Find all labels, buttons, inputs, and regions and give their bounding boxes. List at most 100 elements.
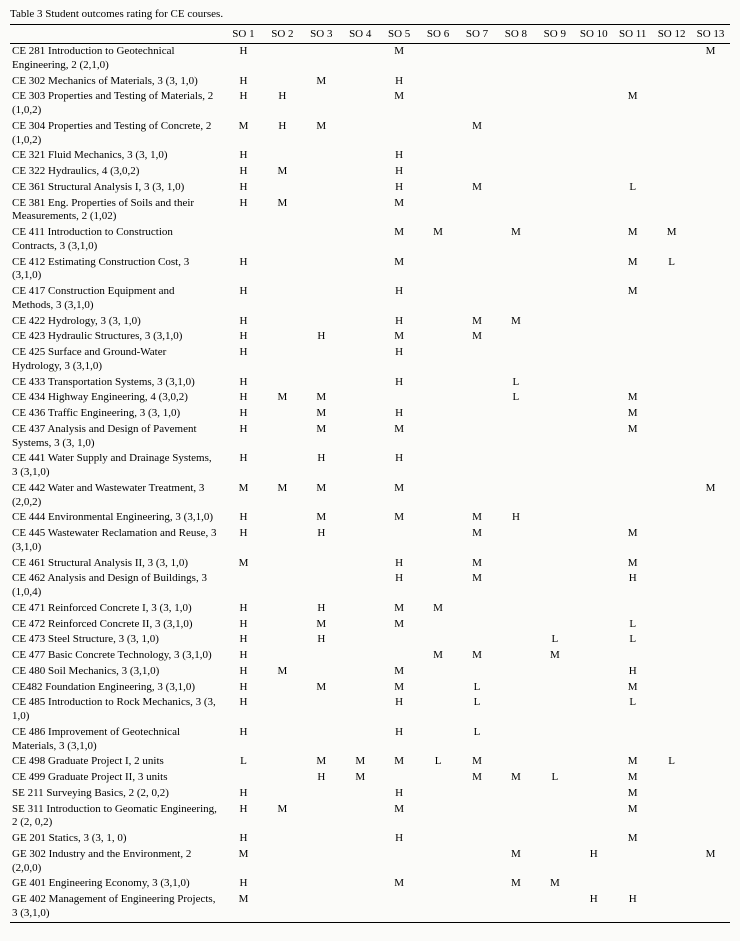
outcome-cell: M [302,119,341,149]
outcome-cell: H [302,526,341,556]
outcome-cell [574,664,613,680]
outcome-cell [535,571,574,601]
outcome-cell [263,406,302,422]
outcome-cell [419,526,458,556]
outcome-cell [380,632,419,648]
outcome-cell [496,180,535,196]
outcome-cell [691,225,730,255]
outcome-cell [341,481,380,511]
outcome-cell: H [380,725,419,755]
outcome-cell: H [574,892,613,922]
table-row: CE 322 Hydraulics, 4 (3,0,2)HMH [10,164,730,180]
outcome-cell: M [380,754,419,770]
outcome-cell: M [613,284,652,314]
course-name: CE 471 Reinforced Concrete I, 3 (3, 1,0) [10,601,224,617]
outcome-cell: M [380,680,419,696]
course-name: SE 311 Introduction to Geomatic Engineer… [10,802,224,832]
outcome-cell [691,196,730,226]
outcome-cell: M [224,119,263,149]
outcome-cell [302,847,341,877]
table-row: CE 302 Mechanics of Materials, 3 (3, 1,0… [10,74,730,90]
outcome-cell [302,695,341,725]
table-row: CE 441 Water Supply and Drainage Systems… [10,451,730,481]
outcome-cell: M [652,225,691,255]
table-row: CE 281 Introduction to Geotechnical Engi… [10,44,730,74]
outcome-cell [574,802,613,832]
table-row: CE 472 Reinforced Concrete II, 3 (3,1,0)… [10,617,730,633]
outcome-cell [535,786,574,802]
outcome-cell: M [613,802,652,832]
outcome-cell [652,770,691,786]
course-name: CE 433 Transportation Systems, 3 (3,1,0) [10,375,224,391]
outcome-cell: L [224,754,263,770]
outcome-cell [496,44,535,74]
outcome-cell [535,406,574,422]
outcome-cell [691,406,730,422]
outcome-cell [458,196,497,226]
outcome-cell: H [224,390,263,406]
outcome-cell [419,695,458,725]
outcome-cell [341,786,380,802]
outcome-cell: H [263,89,302,119]
outcome-cell [263,632,302,648]
outcome-cell [574,390,613,406]
outcome-cell [691,648,730,664]
outcome-cell [535,481,574,511]
table-row: SE 311 Introduction to Geomatic Engineer… [10,802,730,832]
outcome-cell: H [380,148,419,164]
outcome-cell: H [380,695,419,725]
table-row: CE 499 Graduate Project II, 3 unitsHMMML… [10,770,730,786]
outcome-cell: H [224,284,263,314]
outcome-cell: H [496,510,535,526]
course-name: CE 477 Basic Concrete Technology, 3 (3,1… [10,648,224,664]
table-row: CE 461 Structural Analysis II, 3 (3, 1,0… [10,556,730,572]
outcome-cell [458,225,497,255]
outcome-cell: M [380,196,419,226]
outcome-cell [574,786,613,802]
outcome-cell [458,74,497,90]
outcome-cell [263,786,302,802]
outcome-cell: H [613,664,652,680]
outcome-cell [341,180,380,196]
outcome-cell: M [613,556,652,572]
outcome-cell [535,422,574,452]
course-name: CE 486 Improvement of Geotechnical Mater… [10,725,224,755]
outcome-cell: H [380,180,419,196]
outcome-cell: M [535,648,574,664]
table-row: GE 402 Management of Engineering Project… [10,892,730,922]
outcome-cell [535,526,574,556]
outcome-cell [613,375,652,391]
outcome-cell [419,284,458,314]
outcome-cell [419,802,458,832]
outcome-cell: M [496,876,535,892]
outcome-cell: M [691,847,730,877]
outcome-cell: H [380,451,419,481]
outcome-cell: H [224,89,263,119]
outcome-cell [263,695,302,725]
outcome-cell [691,831,730,847]
outcome-cell: M [458,329,497,345]
outcome-cell [458,892,497,922]
outcome-cell [652,786,691,802]
outcome-cell: M [380,617,419,633]
outcome-cell: H [224,451,263,481]
outcome-cell [496,648,535,664]
course-name: CE 304 Properties and Testing of Concret… [10,119,224,149]
column-header: SO 7 [458,25,497,44]
outcome-cell: M [302,481,341,511]
outcome-cell [535,74,574,90]
outcome-cell [613,74,652,90]
outcome-cell: M [613,225,652,255]
outcome-cell [419,571,458,601]
table-row: CE 462 Analysis and Design of Buildings,… [10,571,730,601]
table-row: CE 425 Surface and Ground-Water Hydrolog… [10,345,730,375]
outcome-cell [691,632,730,648]
outcome-cell [419,422,458,452]
outcome-cell [691,601,730,617]
outcome-cell [341,74,380,90]
outcome-cell [535,44,574,74]
column-header: SO 10 [574,25,613,44]
outcome-cell [574,148,613,164]
outcome-cell: M [613,526,652,556]
outcome-cell [574,648,613,664]
